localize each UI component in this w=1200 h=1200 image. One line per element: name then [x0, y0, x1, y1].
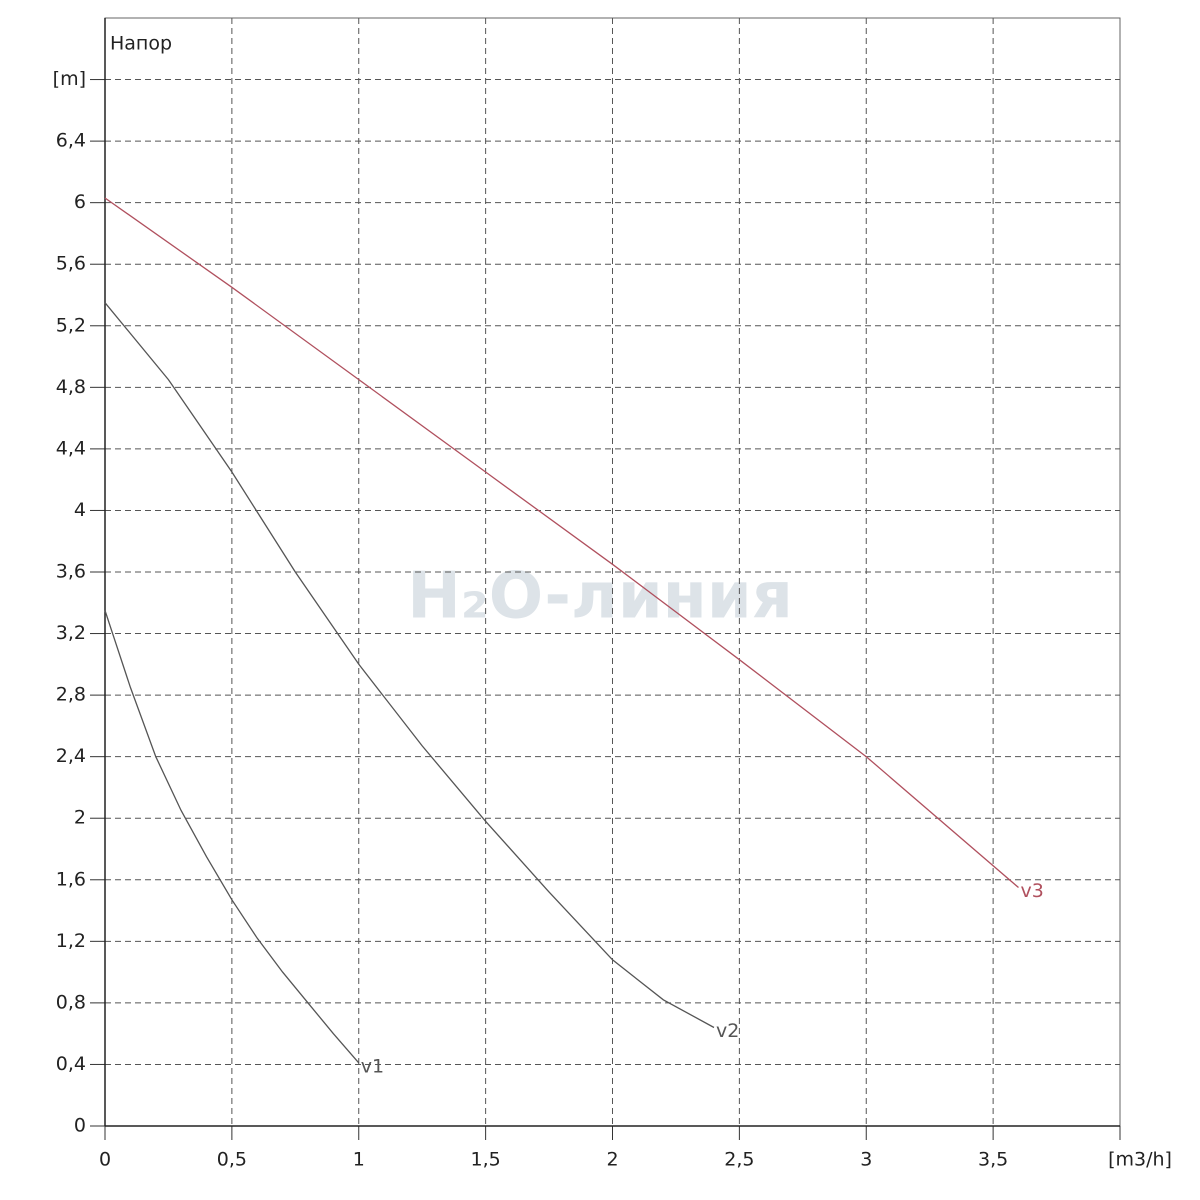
y-tick-label: 0 — [74, 1115, 86, 1137]
x-tick-label: 1 — [353, 1149, 365, 1171]
curve — [104, 197, 1019, 888]
y-tick-label: 1,6 — [56, 868, 86, 890]
x-tick-label: 2,5 — [724, 1149, 754, 1171]
watermark: H₂O-линия — [407, 560, 793, 634]
y-tick-label: 3,2 — [56, 622, 86, 644]
x-tick-label: 0,5 — [217, 1149, 247, 1171]
y-tick-label: 4 — [74, 499, 86, 521]
y-tick-label: 5,2 — [56, 314, 86, 336]
y-tick-label: [m] — [53, 68, 86, 90]
x-tick-label: 2 — [606, 1149, 618, 1171]
series-label: v1 — [361, 1055, 384, 1077]
y-tick-label: 4,8 — [56, 376, 86, 398]
series-label: v2 — [716, 1020, 739, 1042]
y-tick-label: 6,4 — [56, 130, 86, 152]
y-tick-label: 2 — [74, 807, 86, 829]
y-tick-label: 2,4 — [56, 745, 86, 767]
curve — [104, 302, 715, 1029]
y-tick-label: 3,6 — [56, 561, 86, 583]
curve — [104, 610, 360, 1064]
x-tick-label: 1,5 — [471, 1149, 501, 1171]
series-label: v3 — [1021, 880, 1044, 902]
x-tick-label: [m3/h] — [1108, 1149, 1172, 1171]
y-tick-label: 2,8 — [56, 684, 86, 706]
y-tick-label: 0,8 — [56, 991, 86, 1013]
x-tick-label: 3,5 — [978, 1149, 1008, 1171]
y-axis-title: Напор — [110, 33, 172, 55]
x-tick-label: 3 — [860, 1149, 872, 1171]
y-tick-label: 5,6 — [56, 253, 86, 275]
y-tick-label: 0,4 — [56, 1053, 86, 1075]
x-tick-label: 0 — [99, 1149, 111, 1171]
y-tick-label: 1,2 — [56, 930, 86, 952]
y-tick-label: 6 — [74, 191, 86, 213]
y-tick-label: 4,4 — [56, 437, 86, 459]
